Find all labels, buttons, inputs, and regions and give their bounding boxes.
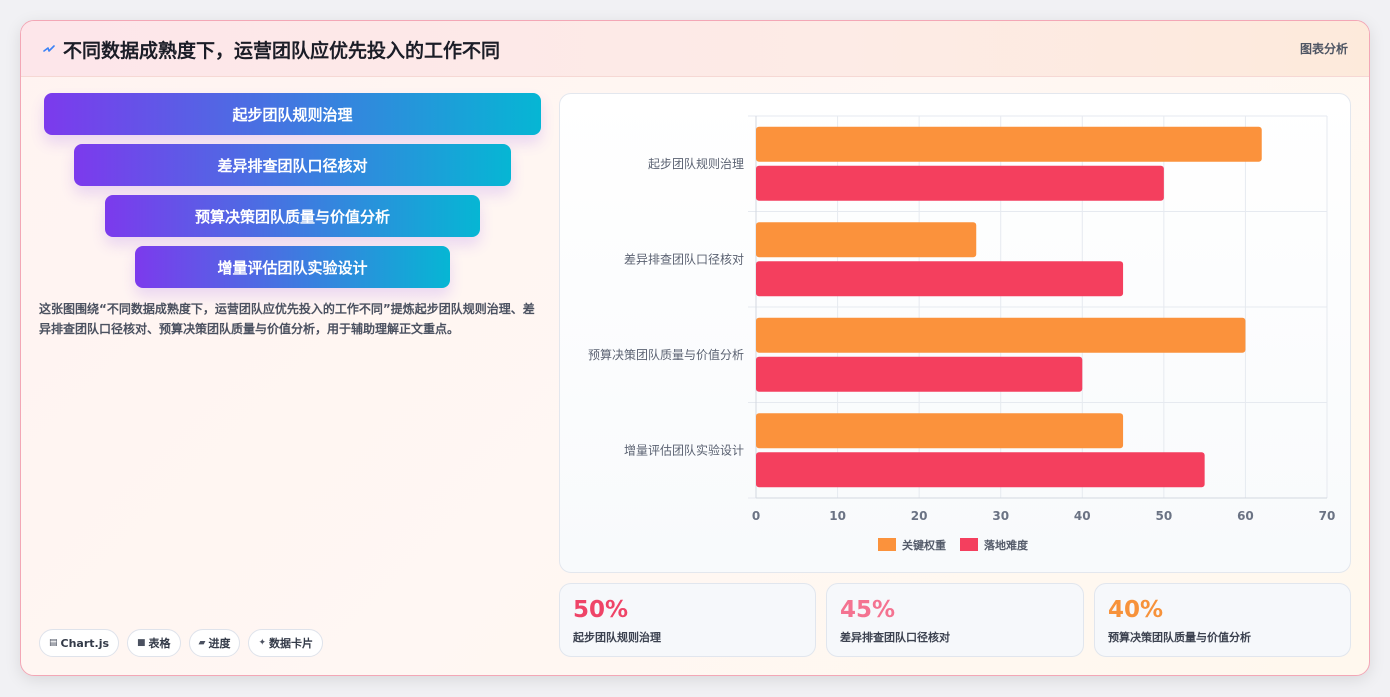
bar: [756, 222, 977, 258]
chart-icon: ▤: [49, 638, 58, 648]
bar: [756, 317, 1246, 353]
x-tick-label: 40: [1074, 509, 1091, 523]
bar: [756, 126, 1262, 162]
bar: [756, 356, 1083, 392]
chart-description: 这张图围绕“不同数据成熟度下，运营团队应优先投入的工作不同”提炼起步团队规则治理…: [39, 302, 535, 336]
tag-label: Chart.js: [60, 636, 110, 650]
chart-panel: 0 10 20 30 40 50 60 70 起步团队规则治理差异排查团队口径核对预算决策团队质…: [559, 93, 1351, 573]
stat-card: 40% 预算决策团队质量与价值分析: [1094, 583, 1351, 657]
x-tick-label: 70: [1319, 509, 1336, 523]
tag-list: ▤ Chart.js ■ 表格 ▰ 进度 ✦ 数据卡片: [39, 629, 324, 657]
tag-data-card[interactable]: ✦ 数据卡片: [248, 629, 324, 657]
x-tick-label: 0: [752, 509, 760, 523]
tag-label: 数据卡片: [269, 637, 314, 650]
funnel-step: 增量评估团队实验设计: [135, 246, 450, 288]
stat-label: 起步团队规则治理: [573, 631, 661, 644]
bar: [756, 452, 1205, 488]
y-tick-label: 起步团队规则治理: [648, 156, 744, 171]
bar: [756, 413, 1124, 449]
stat-value: 40%: [1108, 597, 1164, 623]
stat-card: 50% 起步团队规则治理: [559, 583, 816, 657]
bar-chart: 0 10 20 30 40 50 60 70 起步团队规则治理差异排查团队口径核对预算决策团队质…: [588, 115, 1336, 552]
report-card: 不同数据成熟度下，运营团队应优先投入的工作不同 图表分析 起步团队规则治理 差异…: [20, 20, 1370, 676]
progress-icon: ▰: [198, 638, 206, 648]
bar: [756, 165, 1164, 201]
x-tick-label: 30: [992, 509, 1009, 523]
stat-label: 预算决策团队质量与价值分析: [1108, 631, 1251, 644]
x-tick-label: 50: [1156, 509, 1173, 523]
legend-swatch: [960, 538, 978, 551]
tag-label: 表格: [148, 637, 171, 650]
tag-table[interactable]: ■ 表格: [127, 629, 181, 657]
tag-label: 进度: [208, 637, 231, 650]
x-tick-label: 10: [829, 509, 846, 523]
funnel-step: 预算决策团队质量与价值分析: [105, 195, 480, 237]
sparkle-line-icon: [43, 45, 55, 52]
page-title: 不同数据成熟度下，运营团队应优先投入的工作不同: [63, 40, 501, 62]
card-header: 不同数据成熟度下，运营团队应优先投入的工作不同 图表分析: [21, 21, 1369, 77]
stat-value: 50%: [573, 597, 629, 623]
funnel-step: 起步团队规则治理: [44, 93, 541, 135]
stat-value: 45%: [840, 597, 896, 623]
y-tick-label: 预算决策团队质量与价值分析: [588, 347, 744, 362]
table-icon: ■: [137, 638, 146, 648]
stat-card: 45% 差异排查团队口径核对: [826, 583, 1084, 657]
legend-label: 落地难度: [984, 538, 1029, 552]
y-tick-label: 差异排查团队口径核对: [624, 251, 744, 266]
chart-analysis-label: 图表分析: [1299, 42, 1348, 56]
tag-progress[interactable]: ▰ 进度: [188, 629, 241, 657]
stat-label: 差异排查团队口径核对: [840, 631, 950, 644]
bar: [756, 261, 1124, 297]
legend-label: 关键权重: [902, 538, 946, 552]
y-tick-label: 增量评估团队实验设计: [624, 442, 744, 457]
x-tick-label: 60: [1237, 509, 1254, 523]
tag-chartjs[interactable]: ▤ Chart.js: [39, 629, 120, 657]
legend-swatch: [878, 538, 896, 551]
x-tick-label: 20: [911, 509, 928, 523]
sparkle-icon: ✦: [258, 638, 267, 648]
funnel-step: 差异排查团队口径核对: [74, 144, 511, 186]
